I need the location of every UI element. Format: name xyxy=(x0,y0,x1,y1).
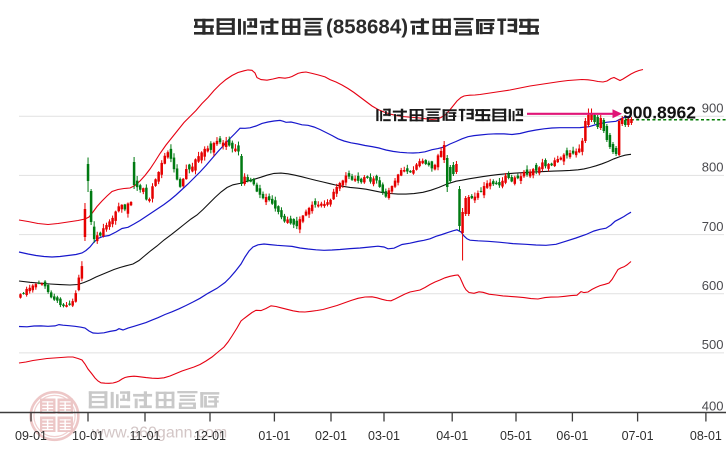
svg-text:900: 900 xyxy=(702,101,724,116)
svg-text:900.8962: 900.8962 xyxy=(623,103,696,123)
svg-text:08-01: 08-01 xyxy=(690,429,722,443)
svg-text:600: 600 xyxy=(702,278,724,293)
svg-text:11-01: 11-01 xyxy=(129,429,160,443)
svg-text:02-01: 02-01 xyxy=(315,429,347,443)
svg-text:500: 500 xyxy=(702,337,724,352)
svg-text:06-01: 06-01 xyxy=(556,429,588,443)
svg-text:700: 700 xyxy=(702,219,724,234)
svg-text:05-01: 05-01 xyxy=(500,429,532,443)
svg-text:07-01: 07-01 xyxy=(622,429,654,443)
svg-text:04-01: 04-01 xyxy=(436,429,468,443)
svg-text:400: 400 xyxy=(702,398,724,413)
svg-text:(858684): (858684) xyxy=(326,16,408,39)
svg-text:10-01: 10-01 xyxy=(72,429,104,443)
svg-text:01-01: 01-01 xyxy=(258,429,290,443)
svg-text:03-01: 03-01 xyxy=(368,429,400,443)
svg-text:www.360gann.com: www.360gann.com xyxy=(91,425,227,442)
svg-text:09-01: 09-01 xyxy=(15,429,47,443)
svg-text:800: 800 xyxy=(702,160,724,175)
svg-text:12-01: 12-01 xyxy=(194,429,226,443)
